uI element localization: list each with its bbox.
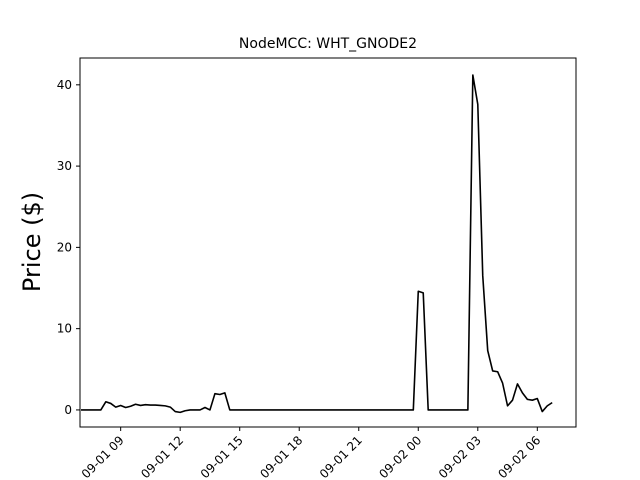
y-tick-label: 0 xyxy=(64,403,72,417)
y-tick-label: 20 xyxy=(57,240,72,254)
y-tick-label: 10 xyxy=(57,322,72,336)
y-tick-label: 30 xyxy=(57,159,72,173)
price-series-line xyxy=(80,74,553,414)
y-tick-label: 40 xyxy=(57,78,72,92)
plot-frame xyxy=(79,57,577,428)
y-axis: 0 10 20 30 40 xyxy=(57,78,80,417)
chart-title: NodeMCC: WHT_GNODE2 xyxy=(239,36,417,52)
plot-area xyxy=(80,74,553,414)
y-axis-label: Price ($) xyxy=(18,192,46,292)
